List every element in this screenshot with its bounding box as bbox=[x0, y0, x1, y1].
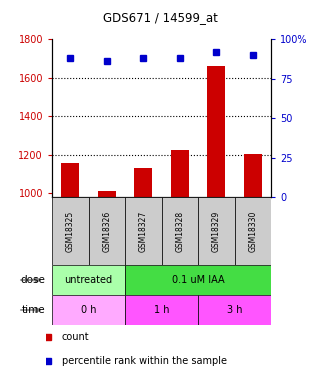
Text: dose: dose bbox=[21, 275, 46, 285]
Bar bbox=[244, 154, 262, 197]
Bar bbox=[207, 66, 225, 197]
Text: GSM18328: GSM18328 bbox=[175, 210, 184, 252]
Text: GSM18325: GSM18325 bbox=[66, 210, 75, 252]
Bar bbox=[52, 265, 125, 295]
Bar bbox=[198, 197, 235, 265]
Text: 3 h: 3 h bbox=[227, 305, 242, 315]
Bar bbox=[61, 163, 79, 197]
Text: untreated: untreated bbox=[65, 275, 113, 285]
Text: time: time bbox=[22, 305, 46, 315]
Bar bbox=[235, 197, 271, 265]
Bar bbox=[98, 191, 116, 197]
Text: GDS671 / 14599_at: GDS671 / 14599_at bbox=[103, 11, 218, 24]
Text: 0.1 uM IAA: 0.1 uM IAA bbox=[172, 275, 224, 285]
Bar bbox=[52, 295, 125, 325]
Text: GSM18329: GSM18329 bbox=[212, 210, 221, 252]
Text: count: count bbox=[62, 332, 90, 342]
Bar bbox=[125, 197, 161, 265]
Bar bbox=[134, 168, 152, 197]
Bar bbox=[52, 197, 89, 265]
Bar bbox=[125, 295, 198, 325]
Text: 1 h: 1 h bbox=[154, 305, 169, 315]
Text: percentile rank within the sample: percentile rank within the sample bbox=[62, 356, 227, 366]
Bar bbox=[198, 295, 271, 325]
Text: GSM18327: GSM18327 bbox=[139, 210, 148, 252]
Bar bbox=[171, 150, 189, 197]
Bar bbox=[89, 197, 125, 265]
Text: 0 h: 0 h bbox=[81, 305, 96, 315]
Text: GSM18330: GSM18330 bbox=[248, 210, 257, 252]
Bar bbox=[161, 197, 198, 265]
Text: GSM18326: GSM18326 bbox=[102, 210, 111, 252]
Bar bbox=[125, 265, 271, 295]
